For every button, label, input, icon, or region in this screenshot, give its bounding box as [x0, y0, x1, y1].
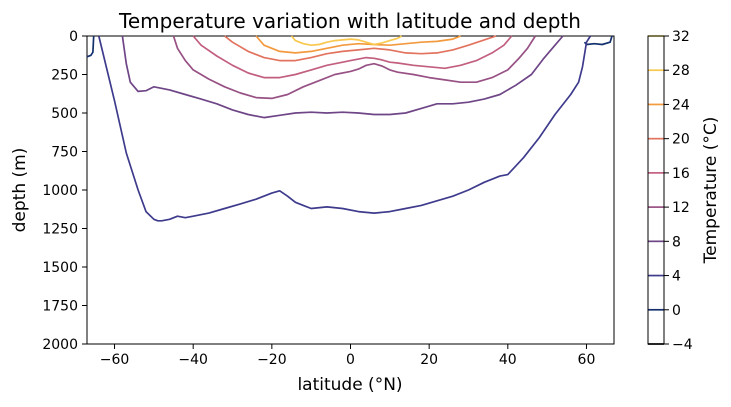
plot-frame — [86, 35, 615, 345]
contour-20-6 — [224, 35, 497, 62]
x-tick-label: 60 — [578, 352, 596, 368]
x-tick-label: 20 — [420, 352, 438, 368]
colorbar-tick-label: 20 — [672, 132, 690, 148]
colorbar-tick-label: 8 — [672, 234, 681, 250]
colorbar: −4 0 4 8 12 16 20 24 28 32 Temperature (°C) — [647, 29, 721, 353]
colorbar-tick-label: 24 — [672, 97, 690, 113]
x-tick-label: −60 — [100, 352, 130, 368]
y-tick-label: 1750 — [42, 299, 78, 315]
contour-lines — [86, 35, 613, 222]
colorbar-tick-label: 0 — [672, 303, 681, 319]
contour-24-7 — [255, 35, 461, 54]
y-tick-label: 1250 — [42, 222, 78, 238]
contour-28-8 — [290, 35, 403, 47]
colorbar-tick-label: 28 — [672, 63, 690, 79]
x-axis-label: latitude (°N) — [297, 375, 402, 395]
contour-8-3 — [121, 35, 564, 119]
colorbar-frame — [647, 35, 665, 345]
x-axis-ticks: −60 −40 −20 0 20 40 60 — [100, 344, 596, 368]
colorbar-ticks: −4 0 4 8 12 16 20 24 28 32 — [664, 29, 693, 353]
y-tick-label: 0 — [69, 29, 78, 45]
colorbar-tick-label: 12 — [672, 200, 690, 216]
colorbar-tick-label: 32 — [672, 29, 690, 45]
y-tick-label: 1000 — [42, 183, 78, 199]
colorbar-tick-label: −4 — [672, 337, 693, 353]
y-tick-label: 250 — [51, 68, 78, 84]
y-tick-label: 500 — [51, 106, 78, 122]
chart-title: Temperature variation with latitude and … — [118, 9, 581, 33]
colorbar-label: Temperature (°C) — [701, 117, 721, 265]
plot-area: −60 −40 −20 0 20 40 60 0 250 500 750 1000 1250 1500 1… — [42, 29, 615, 368]
y-axis-label: depth (m) — [10, 148, 30, 233]
colorbar-lines — [648, 35, 664, 345]
contour-0-0 — [86, 35, 95, 58]
y-axis-ticks: 0 250 500 750 1000 1250 1500 1750 2000 — [42, 29, 87, 353]
contour-16-5 — [192, 35, 513, 79]
y-tick-label: 750 — [51, 145, 78, 161]
colorbar-tick-label: 16 — [672, 166, 690, 182]
y-tick-label: 2000 — [42, 337, 78, 353]
contour-12-4 — [172, 35, 537, 100]
x-tick-label: 0 — [346, 352, 355, 368]
x-tick-label: −20 — [257, 352, 287, 368]
x-tick-label: 40 — [499, 352, 517, 368]
colorbar-tick-label: 4 — [672, 269, 681, 285]
contour-4-2 — [97, 35, 592, 222]
x-tick-label: −40 — [178, 352, 208, 368]
y-tick-label: 1500 — [42, 260, 78, 276]
